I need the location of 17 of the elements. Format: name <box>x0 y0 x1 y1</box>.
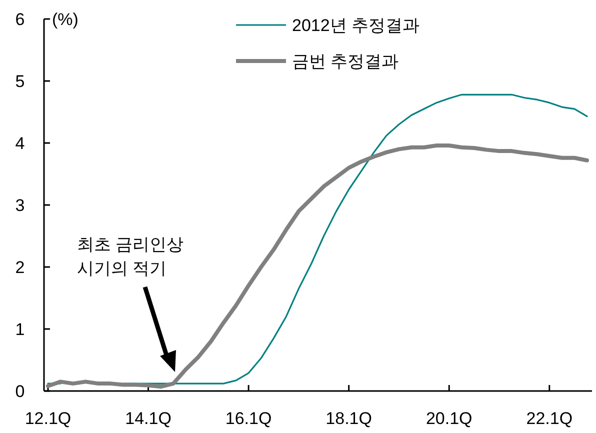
x-tick-label: 16.1Q <box>225 409 272 428</box>
legend-label: 금번 추정결과 <box>292 52 399 71</box>
y-tick-label: 1 <box>15 320 25 339</box>
x-tick-label: 22.1Q <box>526 409 573 428</box>
y-tick-label: 4 <box>15 134 25 153</box>
y-tick-label: 3 <box>15 196 25 215</box>
y-tick-label: 5 <box>15 72 25 91</box>
x-tick-label: 12.1Q <box>24 409 72 428</box>
y-tick-label: 0 <box>15 382 25 401</box>
x-tick-label: 20.1Q <box>426 409 472 428</box>
legend-label: 2012년 추정결과 <box>292 16 420 35</box>
x-tick-label: 18.1Q <box>326 409 372 428</box>
annotation: 최초 금리인상 시기의 적기 <box>77 235 184 278</box>
y-tick-label: 6 <box>15 10 25 29</box>
y-axis-title: (%) <box>52 10 78 29</box>
y-tick-label: 2 <box>15 258 25 277</box>
x-tick-label: 14.1Q <box>125 409 172 428</box>
